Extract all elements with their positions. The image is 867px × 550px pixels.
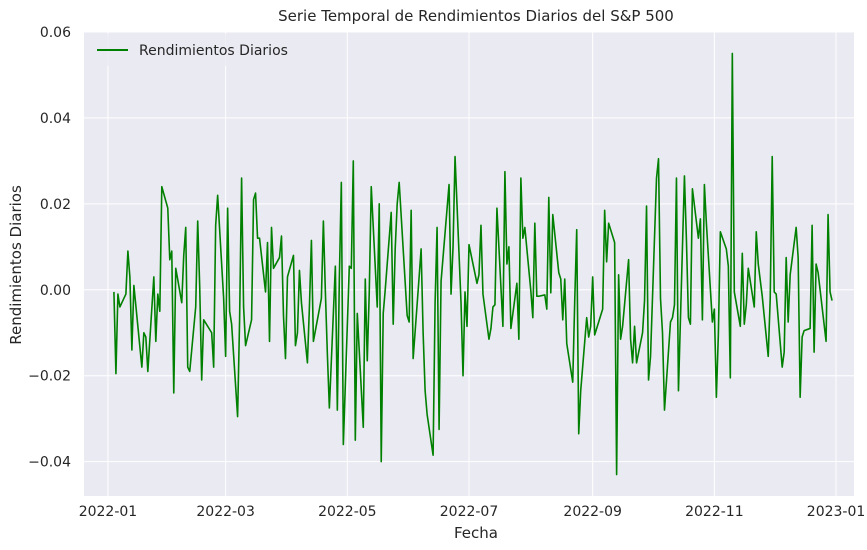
x-tick-label: 2022-05 bbox=[318, 504, 377, 520]
y-tick-label: 0.06 bbox=[40, 25, 71, 41]
y-tick-label: −0.02 bbox=[28, 369, 71, 385]
x-tick-label: 2022-11 bbox=[685, 504, 744, 520]
chart-title: Serie Temporal de Rendimientos Diarios d… bbox=[278, 7, 674, 25]
legend: Rendimientos Diarios bbox=[89, 34, 295, 66]
x-axis-label: Fecha bbox=[454, 524, 498, 542]
series-layer bbox=[113, 52, 833, 476]
x-tick-label: 2022-03 bbox=[196, 504, 255, 520]
legend-label-rendimientos-diarios: Rendimientos Diarios bbox=[139, 43, 288, 59]
x-tick-label: 2023-01 bbox=[807, 504, 866, 520]
y-tick-label: −0.04 bbox=[28, 455, 71, 471]
y-tick-label: 0.00 bbox=[40, 283, 71, 299]
x-tick-label: 2022-01 bbox=[79, 504, 138, 520]
x-axis-ticks: 2022-01 2022-03 2022-05 2022-07 2022-09 2022-… bbox=[79, 504, 866, 520]
y-axis-ticks: −0.04 −0.02 0.00 0.02 0.04 0.06 bbox=[28, 25, 71, 471]
series-line-rendimientos-diarios bbox=[113, 52, 833, 476]
y-axis-label: Rendimientos Diarios bbox=[7, 185, 25, 345]
y-tick-label: 0.04 bbox=[40, 111, 71, 127]
x-tick-label: 2022-07 bbox=[440, 504, 499, 520]
x-tick-label: 2022-09 bbox=[563, 504, 622, 520]
y-tick-label: 0.02 bbox=[40, 197, 71, 213]
